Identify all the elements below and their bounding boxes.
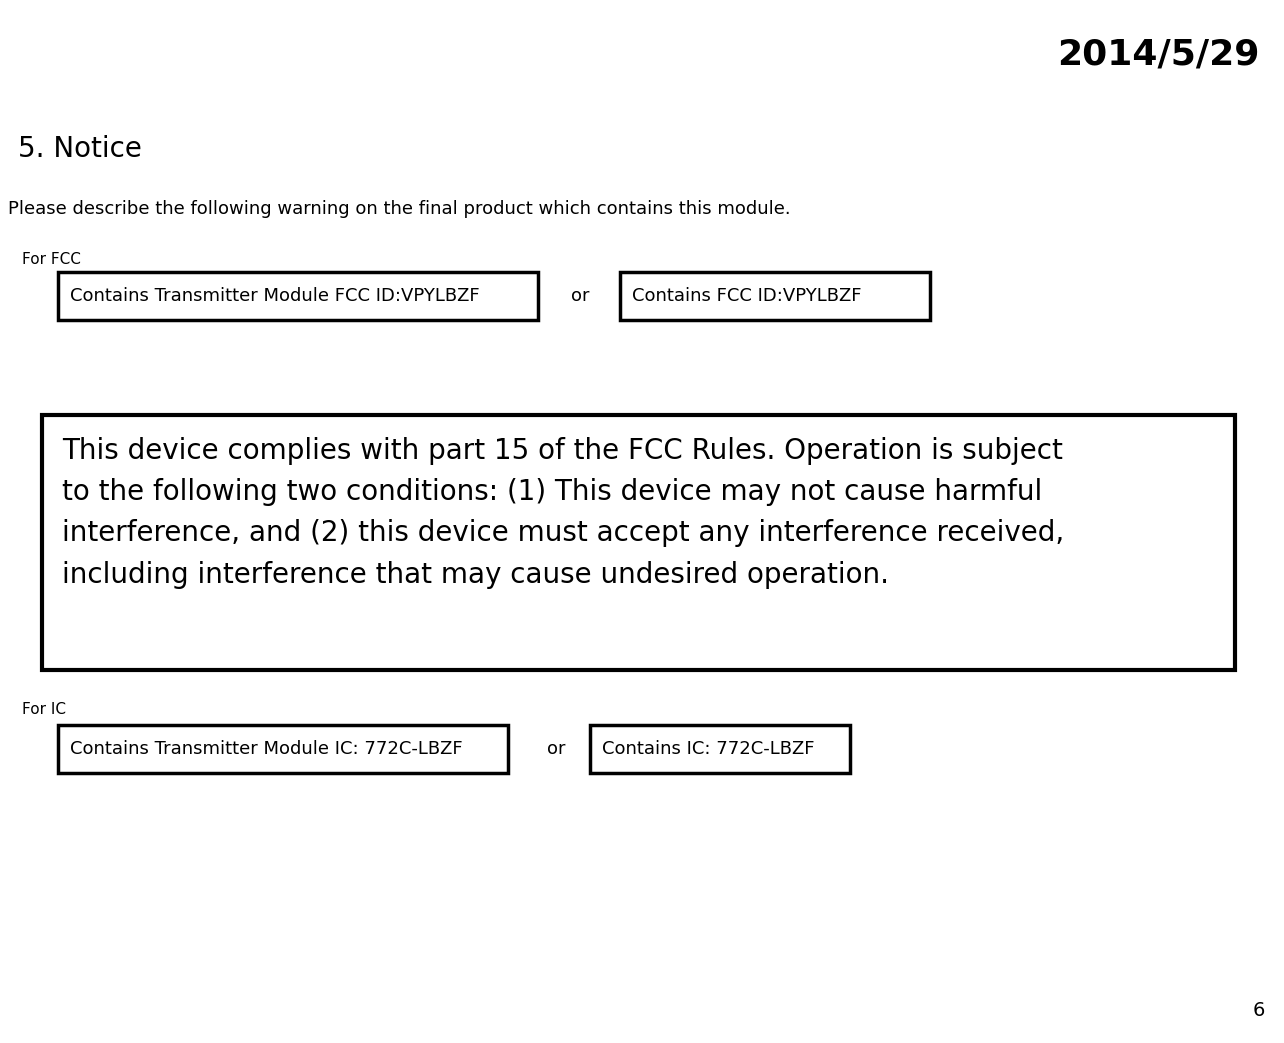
Text: Contains Transmitter Module FCC ID:VPYLBZF: Contains Transmitter Module FCC ID:VPYLB…: [71, 287, 480, 305]
Text: Contains IC: 772C-LBZF: Contains IC: 772C-LBZF: [602, 739, 814, 758]
Text: Contains Transmitter Module IC: 772C-LBZF: Contains Transmitter Module IC: 772C-LBZ…: [71, 739, 462, 758]
FancyBboxPatch shape: [58, 725, 508, 773]
Text: 5. Notice: 5. Notice: [18, 135, 141, 163]
Text: For IC: For IC: [22, 702, 65, 717]
Text: 2014/5/29: 2014/5/29: [1058, 38, 1260, 72]
FancyBboxPatch shape: [591, 725, 850, 773]
Text: or: or: [547, 739, 565, 758]
FancyBboxPatch shape: [58, 272, 538, 320]
Text: Contains FCC ID:VPYLBZF: Contains FCC ID:VPYLBZF: [632, 287, 862, 305]
Text: or: or: [571, 287, 589, 305]
FancyBboxPatch shape: [42, 415, 1235, 670]
Text: Please describe the following warning on the final product which contains this m: Please describe the following warning on…: [8, 200, 791, 218]
FancyBboxPatch shape: [620, 272, 930, 320]
Text: This device complies with part 15 of the FCC Rules. Operation is subject
to the : This device complies with part 15 of the…: [62, 437, 1064, 588]
Text: For FCC: For FCC: [22, 252, 81, 267]
Text: 6: 6: [1253, 1001, 1265, 1020]
